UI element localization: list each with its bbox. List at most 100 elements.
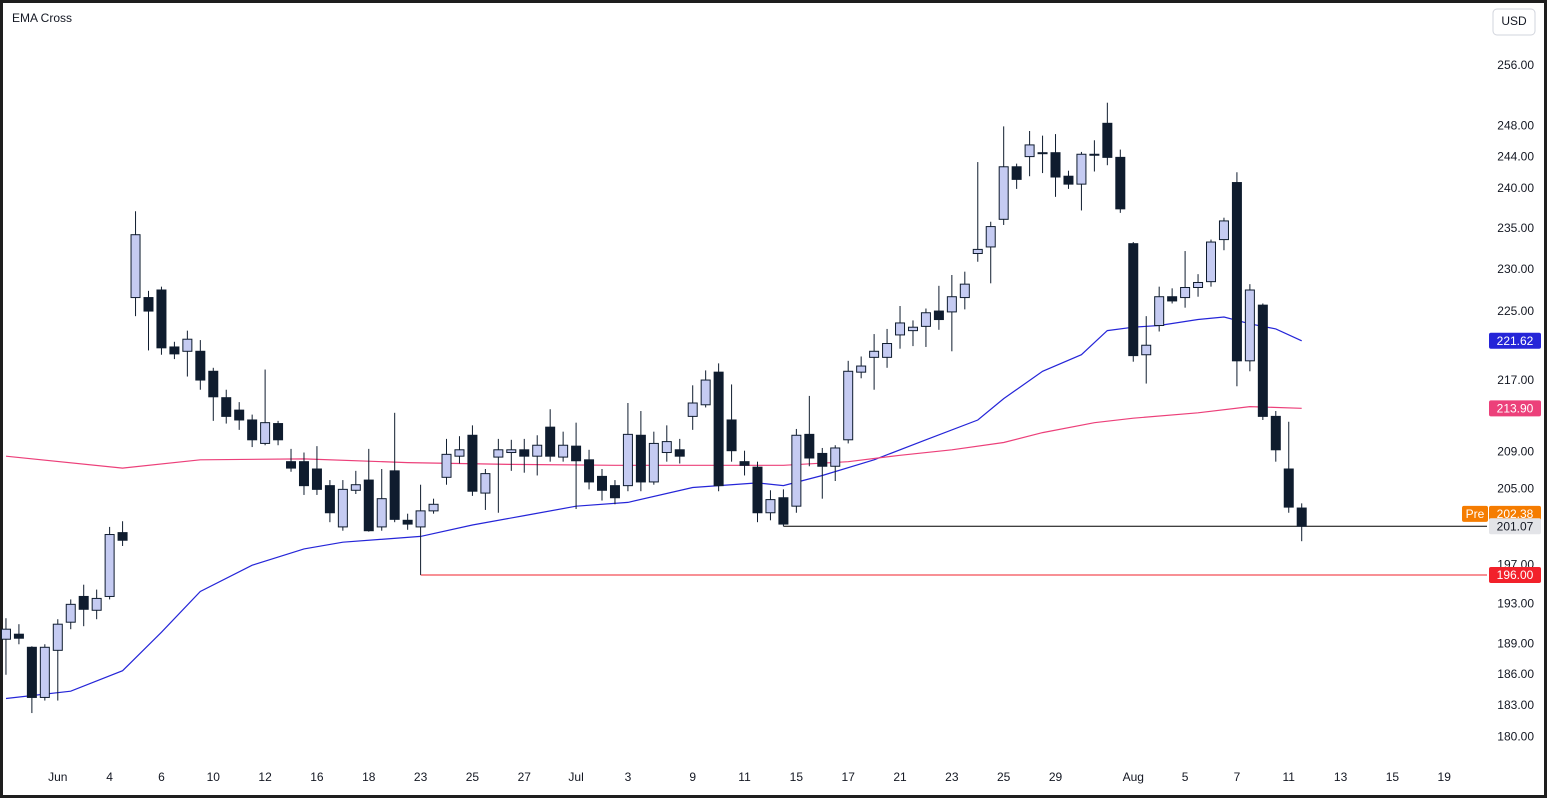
x-tick-label: 23 bbox=[414, 770, 428, 784]
price-label: 201.07 bbox=[1497, 519, 1534, 533]
candle-body bbox=[65, 603, 76, 623]
candle-body bbox=[1011, 166, 1022, 180]
candle-body bbox=[1102, 122, 1113, 158]
candle-body bbox=[480, 473, 491, 494]
x-tick-label: 12 bbox=[258, 770, 272, 784]
x-tick-label: 11 bbox=[1283, 770, 1296, 784]
price-label: 196.00 bbox=[1497, 568, 1534, 582]
x-tick-label: Jun bbox=[48, 770, 67, 784]
candle-body bbox=[311, 468, 322, 490]
y-tick-label: 189.00 bbox=[1497, 636, 1534, 650]
candle-body bbox=[571, 445, 582, 462]
y-tick-label: 240.00 bbox=[1497, 181, 1534, 195]
candle-body bbox=[260, 422, 271, 444]
candle-body bbox=[1050, 152, 1061, 178]
currency-button[interactable] bbox=[1492, 8, 1536, 36]
candle-body bbox=[545, 426, 556, 457]
candle-body bbox=[169, 346, 180, 355]
candle-body bbox=[739, 461, 750, 466]
candle-body bbox=[622, 433, 633, 487]
candle-body bbox=[1283, 468, 1294, 508]
candle-body bbox=[143, 297, 154, 312]
candle-body bbox=[350, 484, 361, 491]
price-label-box bbox=[1489, 505, 1541, 522]
candle-body bbox=[597, 475, 608, 491]
candle-body bbox=[39, 646, 50, 698]
x-tick-label: 13 bbox=[1334, 770, 1348, 784]
x-tick-label: 19 bbox=[1438, 770, 1452, 784]
candle-body bbox=[1257, 304, 1268, 417]
candle-body bbox=[1128, 243, 1139, 357]
candle-body bbox=[1296, 507, 1307, 527]
price-label-box bbox=[1489, 332, 1541, 349]
candle-body bbox=[208, 370, 219, 398]
x-tick-label: 7 bbox=[1234, 770, 1241, 784]
candle-body bbox=[402, 519, 413, 525]
candle-body bbox=[959, 283, 970, 299]
candle-body bbox=[817, 452, 828, 467]
candle-body bbox=[558, 444, 569, 458]
x-tick-label: 6 bbox=[158, 770, 165, 784]
currency-label[interactable]: USD bbox=[1501, 14, 1527, 28]
candle-body bbox=[765, 499, 776, 514]
candle-body bbox=[506, 449, 517, 454]
x-tick-label: 29 bbox=[1049, 770, 1063, 784]
x-tick-label: 17 bbox=[842, 770, 856, 784]
candle-body bbox=[415, 510, 426, 528]
x-tick-label: Aug bbox=[1123, 770, 1144, 784]
candle-body bbox=[117, 532, 128, 541]
y-tick-label: 183.00 bbox=[1497, 698, 1534, 712]
candle-body bbox=[1270, 415, 1281, 451]
candle-body bbox=[1231, 182, 1242, 362]
y-tick-label: 225.00 bbox=[1497, 304, 1534, 318]
chart-title: EMA Cross bbox=[12, 11, 72, 25]
x-tick-label: 9 bbox=[689, 770, 696, 784]
candle-body bbox=[700, 379, 711, 406]
candle-body bbox=[843, 370, 854, 441]
candle-body bbox=[920, 312, 931, 327]
candle-body bbox=[130, 234, 141, 299]
y-tick-label: 186.00 bbox=[1497, 667, 1534, 681]
candle-body bbox=[856, 365, 867, 373]
candle-body bbox=[389, 470, 400, 520]
y-tick-label: 256.00 bbox=[1497, 58, 1534, 72]
candle-body bbox=[247, 419, 258, 441]
candle-body bbox=[1167, 296, 1178, 302]
x-tick-label: 10 bbox=[207, 770, 221, 784]
y-tick-label: 180.00 bbox=[1497, 729, 1534, 743]
price-label-box bbox=[1489, 566, 1541, 583]
candle-body bbox=[1244, 289, 1255, 362]
x-tick-label: Jul bbox=[568, 770, 583, 784]
candle-body bbox=[234, 409, 245, 421]
price-label: 202.38 bbox=[1497, 507, 1534, 521]
candle-body bbox=[1218, 220, 1229, 241]
candle-body bbox=[830, 447, 841, 467]
y-tick-label: 248.00 bbox=[1497, 119, 1534, 133]
x-tick-label: 27 bbox=[518, 770, 532, 784]
candle-body bbox=[609, 485, 620, 499]
candle-body bbox=[195, 350, 206, 381]
candle-body bbox=[1089, 153, 1100, 156]
candle-body bbox=[13, 633, 24, 639]
candle-body bbox=[972, 248, 983, 255]
candle-body bbox=[221, 397, 232, 417]
price-label: 221.62 bbox=[1497, 334, 1534, 348]
y-tick-label: 230.00 bbox=[1497, 262, 1534, 276]
candle-body bbox=[0, 628, 11, 640]
candle-body bbox=[493, 449, 504, 458]
candle-body bbox=[661, 441, 672, 454]
candle-body bbox=[752, 466, 763, 514]
candle-body bbox=[324, 485, 335, 514]
candle-body bbox=[52, 623, 63, 651]
x-tick-label: 18 bbox=[362, 770, 376, 784]
candle-body bbox=[895, 322, 906, 336]
price-label-box bbox=[1489, 518, 1541, 535]
candle-body bbox=[713, 371, 724, 487]
x-tick-label: 3 bbox=[625, 770, 632, 784]
candle-body bbox=[1193, 281, 1204, 288]
price-prefix-box bbox=[1462, 505, 1488, 522]
candle-body bbox=[78, 595, 89, 610]
